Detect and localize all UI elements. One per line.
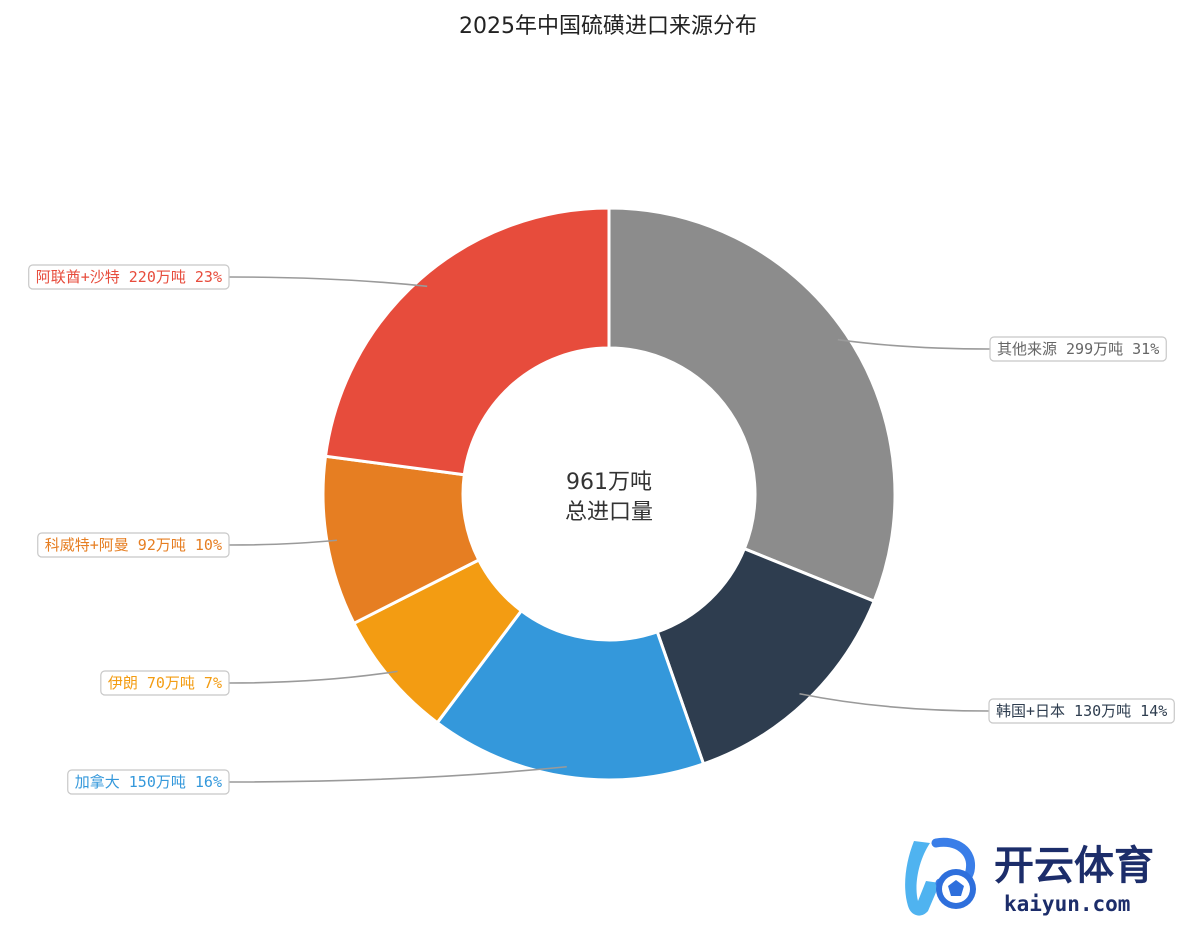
slice-label-text: 其他来源 299万吨 31% — [997, 340, 1159, 358]
slice-label: 科威特+阿曼 92万吨 10% — [37, 532, 230, 558]
slice-label-box — [28, 264, 230, 290]
center-caption-label: 总进口量 — [565, 500, 653, 525]
slice-label-text: 伊朗 70万吨 7% — [108, 674, 222, 692]
kaiyun-logo: 开云体育 kaiyun.com — [905, 837, 1154, 916]
slice-label-text: 加拿大 150万吨 16% — [75, 773, 222, 791]
slice-label-box — [37, 532, 230, 558]
donut-slice — [607, 206, 897, 604]
leader-line — [228, 539, 337, 546]
slice-label-box — [988, 698, 1175, 724]
slice-label-box — [67, 769, 230, 795]
slice-label: 韩国+日本 130万吨 14% — [988, 698, 1175, 724]
leader-line — [799, 692, 990, 712]
leader-line — [228, 670, 398, 684]
slice-label: 伊朗 70万吨 7% — [100, 670, 230, 696]
chart-title: 2025年中国硫磺进口来源分布 — [459, 14, 757, 39]
logo-text-en: kaiyun.com — [1004, 892, 1130, 916]
center-total-label: 961万吨 — [566, 470, 652, 495]
slice-label-text: 韩国+日本 130万吨 14% — [996, 702, 1167, 720]
slice-label-text: 科威特+阿曼 92万吨 10% — [45, 536, 222, 554]
slice-label: 阿联酋+沙特 220万吨 23% — [28, 264, 230, 290]
leader-line — [837, 338, 991, 350]
slice-label-text: 阿联酋+沙特 220万吨 23% — [36, 268, 222, 286]
donut-slice — [655, 546, 877, 766]
slice-labels: 其他来源 299万吨 31% 韩国+日本 130万吨 14% 加拿大 150万吨 1… — [28, 264, 1175, 795]
logo-k-mark-icon — [905, 837, 976, 916]
chart-slices — [321, 206, 897, 782]
leader-line — [228, 276, 428, 288]
slice-label: 加拿大 150万吨 16% — [67, 769, 230, 795]
slice-label-box — [989, 336, 1167, 362]
slice-label-box — [100, 670, 230, 696]
logo-text-cn: 开云体育 — [994, 843, 1154, 889]
donut-slice — [435, 608, 706, 782]
leader-lines — [228, 276, 991, 783]
donut-slice — [323, 206, 611, 477]
leader-line — [228, 765, 567, 783]
slice-label: 其他来源 299万吨 31% — [989, 336, 1167, 362]
